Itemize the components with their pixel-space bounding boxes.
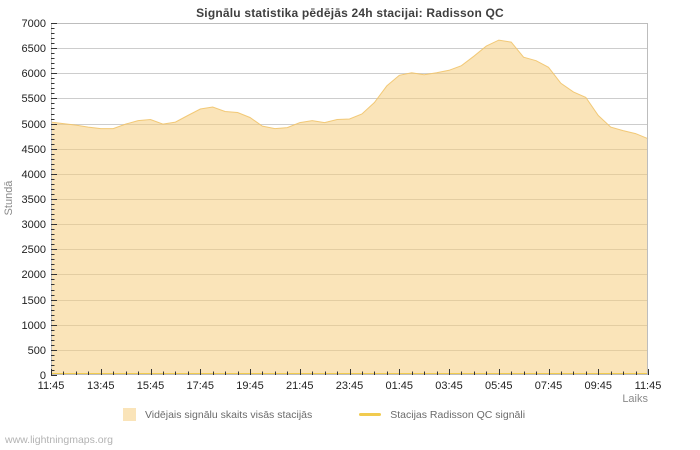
x-tick-label: 17:45 [186, 380, 214, 392]
x-axis-tick-labels: 11:45 13:45 15:45 17:45 19:45 21:45 23:45 01:45… [38, 380, 662, 392]
x-tick-label: 21:45 [286, 380, 314, 392]
x-tick-label: 13:45 [87, 380, 115, 392]
x-tick-label: 15:45 [137, 380, 165, 392]
x-tick-label: 23:45 [336, 380, 364, 392]
watermark-url: www.lightningmaps.org [5, 434, 113, 446]
area-series-average-stations [51, 40, 648, 375]
x-tick-label: 05:45 [485, 380, 513, 392]
legend-item-station-signals: Stacijas Radisson QC signāli [359, 409, 525, 421]
y-tick-label: 3000 [22, 219, 46, 231]
y-axis-title: Stundā [3, 180, 15, 216]
legend: Vidējais signālu skaits visās stacijās S… [0, 408, 648, 421]
x-tick-label: 09:45 [584, 380, 612, 392]
y-tick-label: 2000 [22, 269, 46, 281]
area-series-swatch-icon [122, 408, 136, 421]
area-series-edge [50, 39, 649, 140]
legend-label-average-stations: Vidējais signālu skaits visās stacijās [144, 408, 313, 421]
y-tick-label: 7000 [22, 18, 46, 30]
y-tick-label: 1500 [22, 295, 46, 307]
y-axis-tick-labels: 0 500 1000 1500 2000 2500 3000 3500 4000 4500 5000… [22, 18, 46, 382]
x-tick-label: 01:45 [385, 380, 413, 392]
y-tick-label: 5500 [22, 93, 46, 105]
x-tick-label: 07:45 [535, 380, 563, 392]
y-tick-label: 5000 [22, 119, 46, 131]
chart-title: Signālu statistika pēdējās 24h stacijai:… [196, 6, 504, 20]
y-tick-label: 2500 [22, 244, 46, 256]
y-tick-label: 1000 [22, 320, 46, 332]
x-tick-label: 03:45 [435, 380, 463, 392]
y-tick-label: 4000 [22, 169, 46, 181]
x-axis-title: Laiks [622, 393, 648, 405]
x-tick-label: 11:45 [38, 380, 65, 392]
legend-label-station-signals: Stacijas Radisson QC signāli [390, 408, 526, 421]
y-tick-label: 6500 [22, 43, 46, 55]
y-tick-label: 4500 [22, 144, 46, 156]
y-axis-ticks [51, 23, 57, 376]
y-tick-label: 500 [28, 345, 46, 357]
y-tick-label: 3500 [22, 194, 46, 206]
x-tick-label: 11:45 [635, 380, 662, 392]
line-series-swatch-icon [359, 413, 382, 416]
x-tick-label: 19:45 [236, 380, 264, 392]
x-axis-ticks [51, 369, 649, 375]
legend-item-average-stations: Vidējais signālu skaits visās stacijās [122, 408, 313, 421]
y-tick-label: 0 [40, 370, 46, 382]
y-tick-label: 6000 [22, 68, 46, 80]
